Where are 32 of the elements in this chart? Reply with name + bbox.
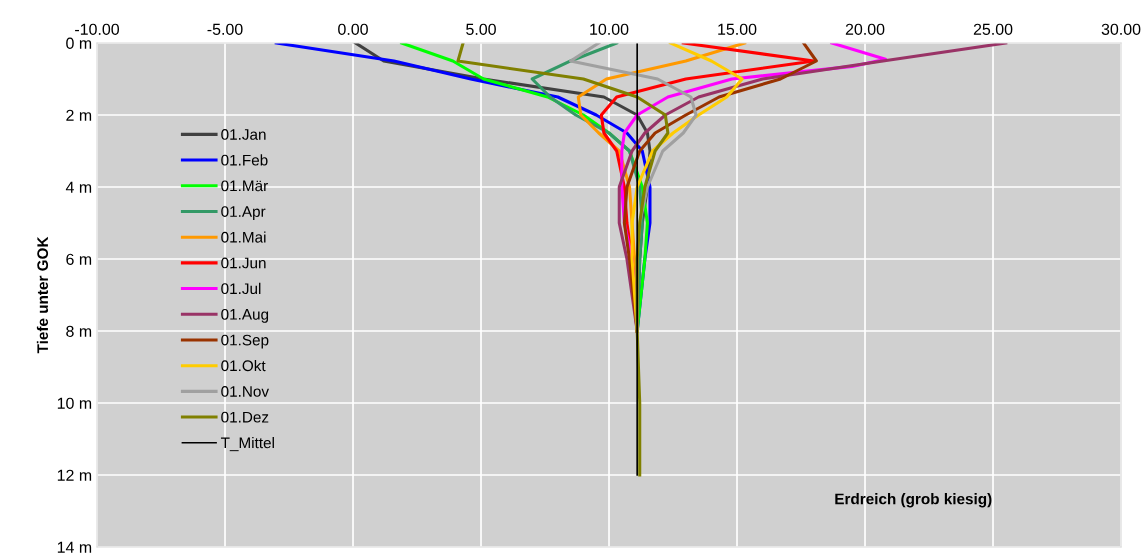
legend-label: 01.Jan [221, 129, 266, 140]
legend-label: 01.Jul [221, 282, 261, 295]
legend-label: 01.Feb [221, 154, 268, 166]
y-tick-label: 2 m [66, 109, 92, 121]
y-axis-title: Tiefe unter GOK [36, 236, 49, 354]
x-tick-label: -5.00 [207, 23, 243, 35]
legend-label: 01.Mär [221, 180, 268, 192]
legend-label: T_Mittel [220, 437, 274, 452]
x-tick-label: 30.00 [1101, 23, 1141, 35]
y-tick-label: 12 m [57, 469, 92, 481]
legend-label: 01.Aug [221, 308, 269, 323]
legend-label: 01.Apr [221, 206, 266, 220]
y-tick-label: 8 m [66, 325, 92, 337]
legend-label: 01.Sep [221, 334, 269, 349]
legend-label: 01.Jun [221, 257, 266, 269]
legend-label: 01.Nov [221, 386, 269, 397]
annotation: Erdreich (grob kiesig) [835, 493, 992, 508]
x-tick-label: 10.00 [590, 23, 629, 35]
x-tick-label: 0.00 [338, 23, 368, 35]
y-tick-label: 0 m [66, 37, 92, 49]
y-tick-label: 4 m [65, 181, 92, 193]
x-tick-label: 15.00 [718, 23, 757, 35]
y-tick-label: 14 m [57, 541, 92, 553]
y-tick-label: 10 m [57, 397, 92, 409]
legend-label: 01.Dez [221, 411, 269, 423]
legend-label: 01.Okt [221, 359, 266, 372]
x-tick-label: -10.00 [75, 23, 120, 35]
legend-label: 01.Mai [221, 231, 266, 243]
x-tick-label: 5.00 [466, 23, 496, 35]
x-tick-label: 20.00 [845, 23, 885, 35]
x-tick-label: 25.00 [973, 23, 1013, 35]
y-tick-label: 6 m [66, 253, 92, 265]
